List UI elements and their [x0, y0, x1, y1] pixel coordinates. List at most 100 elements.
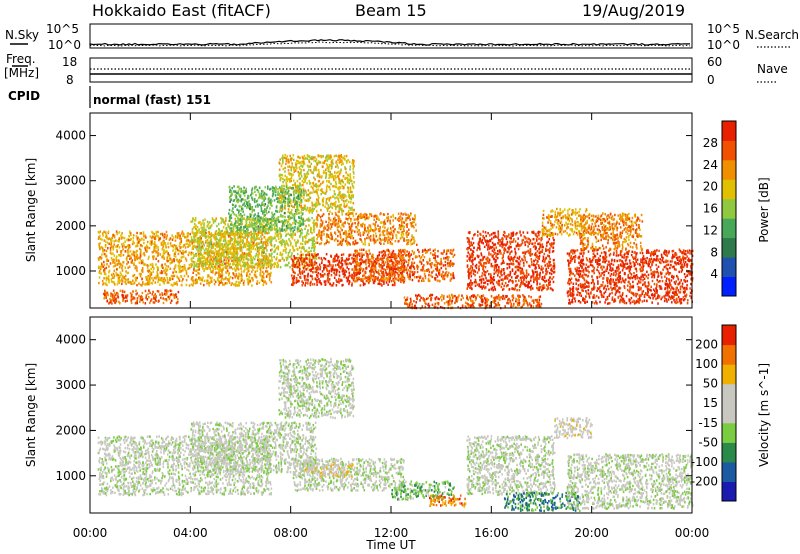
heatmap-cell [385, 276, 387, 280]
heatmap-cell [210, 270, 212, 273]
heatmap-cell [385, 236, 388, 240]
heatmap-cell [338, 224, 341, 228]
heatmap-cell [222, 239, 225, 242]
heatmap-cell [147, 281, 149, 285]
heatmap-cell [334, 264, 337, 267]
heatmap-cell [153, 294, 155, 298]
heatmap-cell [326, 159, 329, 162]
heatmap-cell [234, 238, 236, 241]
heatmap-cell [244, 265, 246, 268]
heatmap-cell [160, 279, 162, 282]
heatmap-cell [182, 245, 184, 248]
heatmap-cell [285, 251, 287, 254]
heatmap-cell [408, 255, 410, 258]
heatmap-cell [103, 277, 105, 280]
heatmap-cell [401, 217, 404, 220]
heatmap-cell [127, 254, 129, 257]
heatmap-cell [248, 225, 251, 228]
heatmap-cell [116, 283, 119, 286]
heatmap-cell [240, 270, 243, 273]
heatmap-cell [416, 267, 419, 270]
heatmap-cell [354, 251, 357, 254]
heatmap-cell [209, 235, 212, 239]
heatmap-cell [335, 254, 338, 258]
heatmap-cell [335, 270, 338, 274]
heatmap-cell [169, 267, 172, 270]
heatmap-cell [382, 213, 385, 216]
heatmap-cell [243, 279, 245, 283]
heatmap-cell [392, 214, 394, 217]
heatmap-cell [316, 273, 318, 277]
heatmap-cell [214, 219, 216, 223]
heatmap-cell [108, 242, 110, 245]
heatmap-cell [440, 275, 443, 278]
heatmap-cell [138, 294, 140, 298]
heatmap-cell [369, 224, 372, 227]
heatmap-cell [244, 236, 246, 239]
heatmap-cell [311, 211, 313, 214]
heatmap-cell [236, 248, 238, 251]
heatmap-cell [299, 258, 302, 261]
heatmap-cell [349, 212, 351, 216]
heatmap-cell [185, 259, 188, 262]
heatmap-cell [405, 266, 408, 270]
heatmap-cell [151, 251, 154, 254]
heatmap-cell [199, 262, 201, 265]
heatmap-cell [416, 265, 418, 268]
heatmap-cell [193, 236, 195, 239]
heatmap-cell [372, 270, 375, 274]
heatmap-cell [274, 249, 276, 253]
nave-tick-bottom: 0 [707, 73, 715, 87]
heatmap-cell [349, 262, 351, 265]
heatmap-cell [295, 262, 298, 265]
heatmap-cell [118, 231, 121, 234]
heatmap-cell [159, 278, 161, 281]
heatmap-cell [341, 210, 343, 213]
freq-label: Freq. [6, 52, 36, 66]
heatmap-cell [119, 289, 122, 292]
heatmap-cell [371, 229, 374, 232]
heatmap-cell [345, 176, 347, 180]
heatmap-cell [340, 236, 342, 239]
heatmap-cell [320, 182, 322, 186]
heatmap-cell [210, 263, 212, 266]
heatmap-cell [285, 162, 287, 166]
heatmap-cell [121, 264, 124, 267]
heatmap-cell [172, 271, 174, 274]
heatmap-cell [337, 243, 339, 246]
heatmap-cell [258, 231, 261, 234]
heatmap-cell [145, 296, 147, 300]
heatmap-cell [146, 244, 148, 247]
heatmap-cell [363, 231, 366, 235]
heatmap-cell [383, 249, 385, 253]
heatmap-cell [244, 233, 246, 236]
heatmap-cell [394, 270, 397, 274]
heatmap-cell [352, 237, 355, 240]
heatmap-cell [232, 252, 235, 255]
heatmap-cell [327, 170, 330, 173]
heatmap-cell [443, 250, 445, 253]
heatmap-cell [393, 267, 395, 271]
heatmap-cell [384, 226, 386, 229]
heatmap-cell [393, 270, 395, 273]
heatmap-cell [274, 228, 276, 231]
heatmap-cell [295, 159, 298, 163]
heatmap-cell [296, 230, 299, 233]
heatmap-cell [296, 248, 299, 251]
heatmap-cell [305, 249, 308, 252]
heatmap-cell [120, 250, 123, 253]
heatmap-cell [141, 291, 144, 295]
heatmap-cell [123, 290, 126, 294]
heatmap-cell [350, 274, 353, 278]
heatmap-cell [191, 279, 194, 282]
heatmap-cell [105, 283, 107, 286]
heatmap-cell [173, 244, 176, 247]
heatmap-cell [183, 233, 185, 237]
heatmap-cell [300, 184, 302, 187]
heatmap-cell [316, 218, 319, 222]
heatmap-cell [281, 208, 284, 211]
heatmap-cell [338, 181, 340, 185]
heatmap-cell [293, 274, 295, 278]
heatmap-cell [289, 224, 292, 228]
heatmap-cell [400, 269, 402, 272]
